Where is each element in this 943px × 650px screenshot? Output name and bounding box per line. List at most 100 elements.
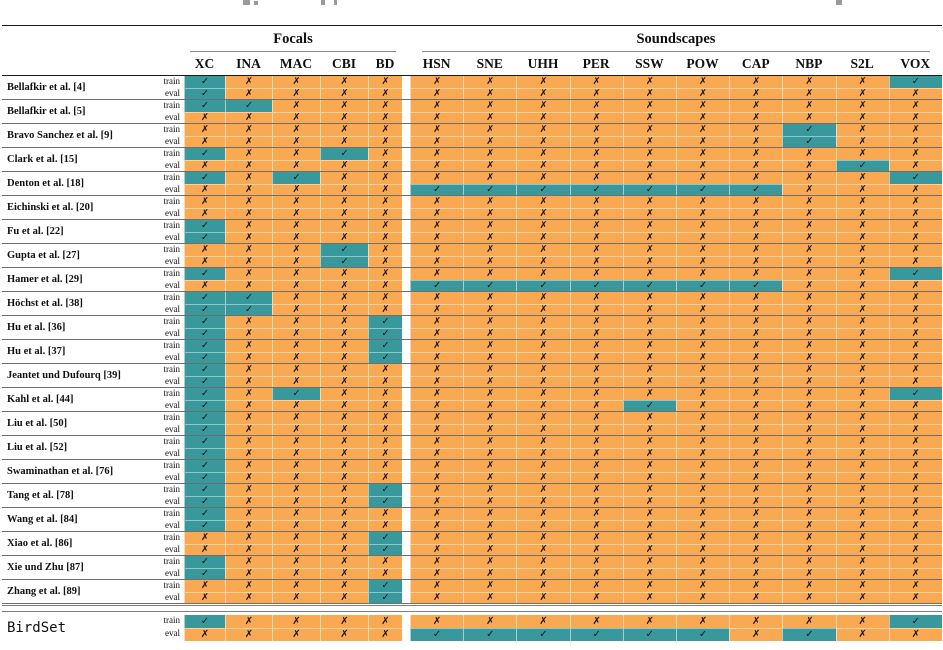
- cell-s2l-eval: ✗: [835, 519, 889, 531]
- cell-mac-train: ✗: [272, 412, 320, 424]
- cell-pow-train: ✗: [675, 508, 730, 520]
- cell-xc-train: ✓: [184, 148, 225, 160]
- cell-cap-eval: ✗: [729, 471, 783, 483]
- cell-pow-train: ✗: [675, 484, 730, 496]
- eval-label: eval: [165, 111, 180, 122]
- cell-uhh-train: ✗: [516, 364, 570, 376]
- cell-hsn-train: ✗: [410, 124, 464, 136]
- cell-ina-train: ✗: [225, 436, 272, 448]
- cell-nbp-eval: ✗: [782, 447, 836, 459]
- cell-ssw-train: ✗: [622, 148, 676, 160]
- cell-mac-eval: ✗: [272, 519, 320, 531]
- cell-mac-eval: ✗: [272, 375, 320, 387]
- cell-s2l-train: ✗: [835, 532, 889, 544]
- cell-xc-train: ✗: [184, 244, 225, 256]
- cell-xc-eval: ✗: [184, 543, 225, 555]
- cell-sne-train: ✗: [463, 436, 517, 448]
- cell-ina-eval: ✗: [225, 255, 272, 267]
- cell-pow-eval: ✗: [675, 447, 730, 459]
- cell-hsn-train: ✗: [410, 292, 464, 304]
- birdset-separator: [2, 605, 942, 612]
- cell-hsn-eval: ✗: [410, 303, 464, 315]
- train-label: train: [163, 364, 181, 374]
- eval-label: eval: [165, 183, 180, 194]
- cell-bd-eval: ✓: [368, 327, 402, 339]
- train-label: train: [163, 148, 181, 158]
- cell-nbp-train: ✗: [782, 316, 836, 328]
- cell-sne-eval: ✗: [463, 375, 517, 387]
- cell-xc-train: ✓: [184, 340, 225, 352]
- cell-vox-train: ✗: [888, 292, 942, 304]
- cell-uhh-eval: ✗: [516, 351, 570, 363]
- cell-s2l-train: ✗: [835, 196, 889, 208]
- cell-bd-train: ✓: [368, 340, 402, 352]
- cell-vox-eval: ✗: [888, 423, 942, 435]
- eval-label: eval: [165, 567, 180, 578]
- cell-ssw-train: ✗: [622, 340, 676, 352]
- cell-s2l-eval: ✗: [835, 207, 889, 219]
- cell-ssw-train: ✗: [622, 508, 676, 520]
- cell-cap-train: ✗: [729, 340, 783, 352]
- cell-s2l-eval: ✗: [835, 495, 889, 507]
- cell-hsn-eval: ✗: [410, 447, 464, 459]
- cell-vox-eval: ✗: [888, 303, 942, 315]
- cell-mac-train: ✗: [272, 615, 320, 628]
- cell-ina-train: ✗: [225, 580, 272, 592]
- cell-mac-train: ✗: [272, 436, 320, 448]
- cell-vox-eval: ✗: [888, 495, 942, 507]
- cell-sne-train: ✗: [463, 388, 517, 400]
- paper-label: Liu et al. [52]: [7, 442, 68, 453]
- cell-mac-train: ✗: [272, 556, 320, 568]
- cell-s2l-eval: ✗: [835, 591, 889, 603]
- cell-vox-train: ✗: [888, 460, 942, 472]
- cell-mac-eval: ✗: [272, 183, 320, 195]
- header-rule: [2, 75, 942, 76]
- cell-hsn-train: ✗: [410, 580, 464, 592]
- paper-label: BirdSet: [7, 620, 67, 636]
- cell-cap-eval: ✗: [729, 543, 783, 555]
- cell-s2l-train: ✗: [835, 412, 889, 424]
- train-label: train: [163, 508, 181, 518]
- cell-hsn-eval: ✗: [410, 351, 464, 363]
- cell-nbp-eval: ✗: [782, 207, 836, 219]
- cell-hsn-eval: ✗: [410, 255, 464, 267]
- cell-pow-eval: ✓: [675, 279, 730, 291]
- cell-pow-train: ✗: [675, 76, 730, 88]
- cell-cap-train: ✗: [729, 556, 783, 568]
- cell-s2l-eval: ✗: [835, 255, 889, 267]
- cell-cap-eval: ✗: [729, 447, 783, 459]
- eval-label: eval: [165, 519, 180, 530]
- cell-mac-train: ✗: [272, 316, 320, 328]
- cell-ssw-train: ✗: [622, 436, 676, 448]
- cell-cap-train: ✗: [729, 100, 783, 112]
- cell-uhh-train: ✗: [516, 172, 570, 184]
- cell-hsn-eval: ✗: [410, 327, 464, 339]
- cell-s2l-train: ✗: [835, 316, 889, 328]
- cell-nbp-eval: ✗: [782, 111, 836, 123]
- cell-cap-train: ✗: [729, 436, 783, 448]
- cell-vox-eval: ✗: [888, 231, 942, 243]
- cell-vox-train: ✗: [888, 556, 942, 568]
- cell-pow-eval: ✗: [675, 207, 730, 219]
- cell-hsn-eval: ✓: [410, 183, 464, 195]
- cell-uhh-eval: ✗: [516, 255, 570, 267]
- train-label: train: [163, 436, 181, 446]
- cell-s2l-train: ✗: [835, 615, 889, 628]
- cell-nbp-train: ✗: [782, 615, 836, 628]
- cell-ssw-eval: ✗: [622, 111, 676, 123]
- cell-bd-eval: ✗: [368, 303, 402, 315]
- cell-uhh-eval: ✗: [516, 591, 570, 603]
- cell-cbi-train: ✗: [320, 412, 368, 424]
- cell-mac-train: ✗: [272, 340, 320, 352]
- cell-cap-eval: ✗: [729, 87, 783, 99]
- cell-cap-eval: ✗: [729, 159, 783, 171]
- top-rule: [2, 25, 942, 26]
- train-label: train: [163, 484, 181, 494]
- paper-label: Xie und Zhu [87]: [7, 562, 84, 573]
- cell-per-eval: ✗: [569, 303, 623, 315]
- cell-nbp-eval: ✗: [782, 591, 836, 603]
- cell-cap-train: ✗: [729, 124, 783, 136]
- cell-mac-train: ✗: [272, 268, 320, 280]
- cell-pow-train: ✗: [675, 316, 730, 328]
- cell-bd-eval: ✗: [368, 231, 402, 243]
